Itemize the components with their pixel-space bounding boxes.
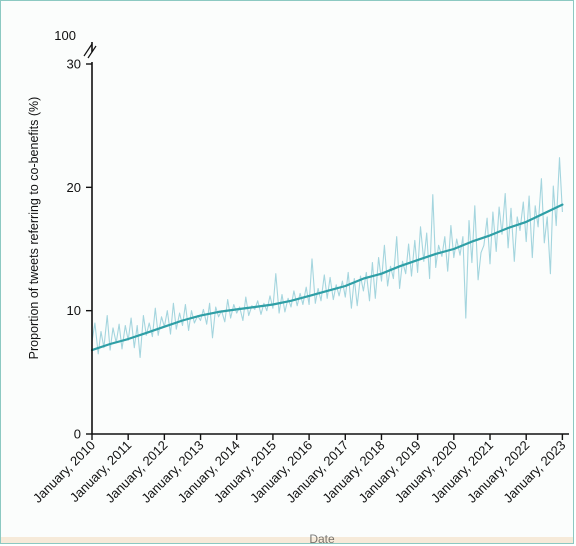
- raw-series-layer: [91, 157, 563, 359]
- y-axis-label: Proportion of tweets referring to co-ben…: [27, 97, 41, 360]
- y-break-tick-label: 100: [54, 28, 76, 43]
- raw-series-line: [91, 157, 563, 359]
- y-ticks-layer: 0 10 20 30 100: [54, 28, 92, 442]
- x-tick-label: January, 2010: [30, 438, 98, 506]
- y-tick-label: 30: [67, 57, 81, 72]
- y-tick-label: 10: [67, 303, 81, 318]
- axes-layer: [83, 42, 569, 435]
- y-tick-label: 0: [74, 427, 81, 442]
- trend-series-layer: [90, 203, 564, 352]
- trend-series-line: [90, 203, 564, 352]
- y-axis-break-mark: [87, 45, 97, 59]
- x-axis-label: Date: [309, 532, 335, 546]
- y-tick-label: 20: [67, 180, 81, 195]
- y-axis-break-mark: [83, 43, 93, 57]
